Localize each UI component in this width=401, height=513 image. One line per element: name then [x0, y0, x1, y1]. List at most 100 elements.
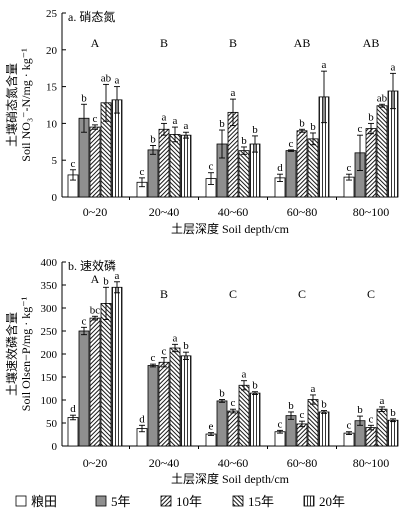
phosphorus-significance-letter-40-60-10yr: c: [231, 397, 236, 409]
phosphorus-significance-letter-20-40-20yr: b: [183, 340, 189, 352]
phosphorus-significance-letter-40-60-20yr: b: [252, 380, 258, 392]
nitrate-error-bar-60-80-20yr: [321, 70, 327, 124]
phosphorus-significance-letter-20-40-10yr: c: [162, 346, 167, 358]
phosphorus-significance-letter-60-80-5yr: b: [288, 400, 294, 412]
phosphorus-y-tick-label: 150: [41, 372, 58, 384]
phosphorus-significance-letter-20-40-5yr: c: [151, 352, 156, 364]
phosphorus-group-letter-40-60: C: [229, 287, 237, 301]
nitrate-significance-letter-60-80-20yr: a: [322, 59, 327, 71]
phosphorus-significance-letter-0-20-20yr: a: [115, 270, 120, 282]
nitrate-significance-letter-60-80-5yr: c: [289, 138, 294, 150]
nitrate-y-axis-label-cn: 土壤硝态氮含量: [4, 63, 19, 147]
nitrate-error-bar-40-60-15yr: [241, 146, 247, 155]
phosphorus-error-bar-80-100-15yr: [379, 406, 385, 412]
nitrate-error-bar-40-60-cropland: [208, 172, 214, 185]
phosphorus-error-bar-20-40-5yr: [150, 363, 156, 368]
nitrate-significance-letter-40-60-20yr: b: [252, 124, 258, 136]
nitrate-significance-letter-20-40-10yr: a: [162, 111, 167, 123]
nitrate-significance-letter-0-20-20yr: a: [115, 75, 120, 87]
phosphorus-significance-letter-60-80-cropland: c: [278, 418, 283, 430]
phosphorus-error-bar-0-20-15yr: [103, 286, 109, 320]
legend-swatch-20yr: [303, 495, 315, 507]
phosphorus-y-tick-label: 200: [41, 349, 58, 361]
legend: 粮田 5年 10年 15年 20年: [15, 494, 345, 509]
nitrate-error-bar-0-20-15yr: [103, 83, 109, 122]
nitrate-significance-letter-0-20-15yr: ab: [101, 72, 112, 84]
nitrate-bar-40-60-15yr: [238, 150, 250, 198]
nitrate-error-bar-80-100-20yr: [390, 72, 396, 110]
nitrate-error-bar-20-40-15yr: [172, 126, 178, 143]
phosphorus-bar-0-20-5yr: [78, 330, 90, 447]
phosphorus-bar-60-80-10yr: [296, 423, 308, 447]
phosphorus-significance-letter-40-60-5yr: b: [219, 388, 225, 400]
legend-label-15yr: 15年: [248, 494, 274, 509]
phosphorus-error-bar-40-60-cropland: [208, 432, 214, 436]
nitrate-error-bar-20-40-10yr: [161, 122, 167, 136]
phosphorus-error-bar-60-80-20yr: [321, 410, 327, 414]
phosphorus-error-bar-0-20-cropland: [70, 414, 76, 421]
phosphorus-bar-40-60-20yr: [249, 392, 261, 447]
nitrate-group-letter-20-40: B: [160, 36, 168, 50]
phosphorus-bar-0-20-20yr: [111, 286, 123, 447]
phosphorus-error-bar-60-80-15yr: [310, 394, 316, 405]
phosphorus-plot-area: 0 50 100 150 200 250 300 350 400 0~20 A 20~40 B 40~60…: [41, 257, 399, 470]
nitrate-error-bar-60-80-cropland: [277, 173, 283, 182]
phosphorus-group-letter-60-80: C: [298, 287, 306, 301]
phosphorus-significance-letter-0-20-5yr: c: [82, 315, 87, 327]
phosphorus-significance-letter-60-80-10yr: c: [300, 409, 305, 421]
nitrate-significance-letter-0-20-cropland: c: [71, 158, 76, 170]
nitrate-error-bar-80-100-10yr: [368, 122, 374, 135]
legend-swatch-15yr: [232, 495, 244, 507]
nitrate-significance-letter-60-80-15yr: b: [310, 121, 316, 133]
nitrate-significance-letter-40-60-15yr: b: [241, 135, 247, 147]
nitrate-panel-title: a. 硝态氮: [68, 9, 115, 24]
legend-label-5yr: 5年: [111, 494, 131, 509]
legend-label-cropland: 粮田: [31, 494, 57, 509]
phosphorus-error-bar-20-40-15yr: [172, 343, 178, 353]
nitrate-error-bar-80-100-cropland: [346, 173, 352, 181]
phosphorus-bar-40-60-5yr: [216, 400, 228, 447]
phosphorus-y-axis-label-en: Soil Olsen−P/mg · kg⁻¹: [19, 296, 33, 411]
phosphorus-bar-80-100-20yr: [387, 419, 399, 447]
nitrate-x-tick-label-40-60: 40~60: [218, 205, 249, 219]
phosphorus-group-letter-20-40: B: [160, 287, 168, 301]
nitrate-error-bar-0-20-10yr: [92, 124, 98, 130]
phosphorus-error-bar-20-40-cropland: [139, 424, 145, 433]
phosphorus-x-tick-label-60-80: 60~80: [287, 456, 318, 470]
phosphorus-bar-0-20-10yr: [89, 317, 101, 447]
nitrate-bar-20-40-15yr: [169, 134, 181, 198]
nitrate-error-bar-20-40-20yr: [183, 131, 189, 139]
phosphorus-error-bar-80-100-cropland: [346, 431, 352, 435]
phosphorus-significance-letter-80-100-10yr: c: [369, 413, 374, 425]
nitrate-significance-letter-0-20-5yr: b: [81, 92, 87, 104]
nitrate-group-letter-80-100: AB: [363, 36, 380, 50]
nitrate-significance-letter-60-80-10yr: b: [299, 117, 305, 129]
legend-item-20yr: 20年: [303, 494, 345, 509]
nitrate-significance-letter-80-100-15yr: ab: [377, 92, 388, 104]
phosphorus-bar-40-60-15yr: [238, 384, 250, 447]
phosphorus-error-bar-80-100-10yr: [368, 424, 374, 431]
phosphorus-error-bar-80-100-5yr: [357, 415, 363, 426]
nitrate-error-bar-20-40-5yr: [150, 145, 156, 155]
nitrate-bar-80-100-10yr: [365, 128, 377, 198]
nitrate-error-bar-60-80-10yr: [299, 128, 305, 133]
nitrate-bar-60-80-10yr: [296, 130, 308, 198]
phosphorus-x-tick-label-0-20: 0~20: [83, 456, 108, 470]
legend-label-10yr: 10年: [176, 494, 202, 509]
nitrate-bar-0-20-10yr: [89, 126, 101, 198]
phosphorus-bar-60-80-20yr: [318, 411, 330, 447]
phosphorus-y-tick-label: 350: [41, 280, 58, 292]
nitrate-significance-letter-20-40-5yr: b: [150, 133, 156, 145]
nitrate-significance-letter-80-100-10yr: b: [368, 111, 374, 123]
nitrate-error-bar-0-20-5yr: [81, 103, 87, 133]
phosphorus-error-bar-80-100-20yr: [390, 418, 396, 423]
phosphorus-significance-letter-80-100-cropland: c: [347, 420, 352, 432]
nitrate-y-tick-label: 15: [46, 82, 58, 94]
phosphorus-bar-80-100-10yr: [365, 427, 377, 447]
phosphorus-y-tick-label: 100: [41, 395, 58, 407]
phosphorus-error-bar-0-20-5yr: [81, 326, 87, 336]
legend-swatch-5yr: [95, 495, 107, 507]
phosphorus-significance-letter-20-40-15yr: a: [173, 332, 178, 344]
phosphorus-y-tick-label: 50: [46, 418, 58, 430]
